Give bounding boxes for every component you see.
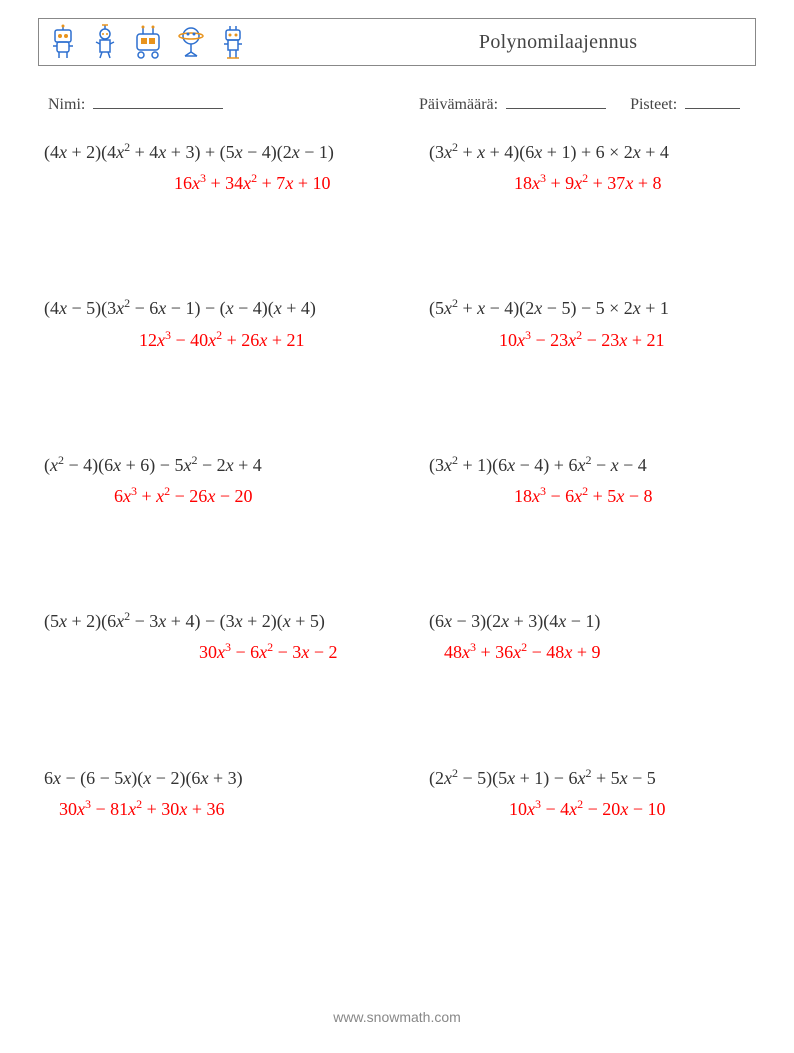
problems-grid: (4x + 2)(4x2 + 4x + 3) + (5x − 4)(2x − 1… (44, 140, 754, 922)
problem-answer: 16x3 + 34x2 + 7x + 10 (44, 171, 391, 196)
problem-answer: 18x3 + 9x2 + 37x + 8 (429, 171, 746, 196)
name-field: Nimi: (48, 92, 419, 114)
problem-answer: 18x3 − 6x2 + 5x − 8 (429, 484, 746, 509)
score-label: Pisteet: (630, 96, 677, 113)
problem-expression: (5x2 + x − 4)(2x − 5) − 5 × 2x + 1 (429, 296, 746, 321)
problem-cell: (4x + 2)(4x2 + 4x + 3) + (5x − 4)(2x − 1… (44, 140, 399, 196)
date-blank (506, 92, 606, 109)
problem-answer: 30x3 − 81x2 + 30x + 36 (44, 797, 391, 822)
robot-icon (175, 24, 207, 60)
problem-answer: 6x3 + x2 − 26x − 20 (44, 484, 391, 509)
problem-cell: (3x2 + x + 4)(6x + 1) + 6 × 2x + 4 18x3 +… (399, 140, 754, 196)
problem-expression: 6x − (6 − 5x)(x − 2)(6x + 3) (44, 766, 391, 791)
worksheet-page: Polynomilaajennus Nimi: Päivämäärä: Pist… (0, 0, 794, 1053)
problem-cell: (5x2 + x − 4)(2x − 5) − 5 × 2x + 1 10x3 −… (399, 296, 754, 352)
header-box: Polynomilaajennus (38, 18, 756, 66)
problem-cell: (3x2 + 1)(6x − 4) + 6x2 − x − 4 18x3 − 6x… (399, 453, 754, 509)
problem-expression: (4x − 5)(3x2 − 6x − 1) − (x − 4)(x + 4) (44, 296, 391, 321)
date-label: Päivämäärä: (419, 96, 498, 113)
problem-cell: (x2 − 4)(6x + 6) − 5x2 − 2x + 4 6x3 + x2 … (44, 453, 399, 509)
info-row: Nimi: Päivämäärä: Pisteet: (48, 92, 748, 114)
robot-icon (217, 24, 249, 60)
problem-expression: (4x + 2)(4x2 + 4x + 3) + (5x − 4)(2x − 1… (44, 140, 391, 165)
robot-icon (131, 24, 165, 60)
name-blank (93, 92, 223, 109)
spacer (606, 92, 630, 114)
footer-text: www.snowmath.com (0, 1009, 794, 1025)
problem-row: (x2 − 4)(6x + 6) − 5x2 − 2x + 4 6x3 + x2 … (44, 453, 754, 509)
problem-cell: 6x − (6 − 5x)(x − 2)(6x + 3) 30x3 − 81x2 … (44, 766, 399, 822)
robot-icons (39, 24, 249, 60)
problem-row: (4x + 2)(4x2 + 4x + 3) + (5x − 4)(2x − 1… (44, 140, 754, 196)
problem-expression: (5x + 2)(6x2 − 3x + 4) − (3x + 2)(x + 5) (44, 609, 391, 634)
problem-expression: (3x2 + 1)(6x − 4) + 6x2 − x − 4 (429, 453, 746, 478)
name-label: Nimi: (48, 96, 85, 113)
robot-icon (89, 24, 121, 60)
problem-cell: (6x − 3)(2x + 3)(4x − 1) 48x3 + 36x2 − 48… (399, 609, 754, 665)
problem-row: (5x + 2)(6x2 − 3x + 4) − (3x + 2)(x + 5)… (44, 609, 754, 665)
problem-expression: (3x2 + x + 4)(6x + 1) + 6 × 2x + 4 (429, 140, 746, 165)
problem-cell: (4x − 5)(3x2 − 6x − 1) − (x − 4)(x + 4) 1… (44, 296, 399, 352)
problem-answer: 12x3 − 40x2 + 26x + 21 (44, 328, 391, 353)
problem-answer: 48x3 + 36x2 − 48x + 9 (429, 640, 746, 665)
problem-expression: (2x2 − 5)(5x + 1) − 6x2 + 5x − 5 (429, 766, 746, 791)
problem-expression: (6x − 3)(2x + 3)(4x − 1) (429, 609, 746, 634)
problem-expression: (x2 − 4)(6x + 6) − 5x2 − 2x + 4 (44, 453, 391, 478)
problem-row: 6x − (6 − 5x)(x − 2)(6x + 3) 30x3 − 81x2 … (44, 766, 754, 822)
date-field: Päivämäärä: (419, 92, 606, 114)
problem-cell: (2x2 − 5)(5x + 1) − 6x2 + 5x − 5 10x3 − 4… (399, 766, 754, 822)
page-title: Polynomilaajennus (361, 31, 755, 54)
problem-cell: (5x + 2)(6x2 − 3x + 4) − (3x + 2)(x + 5)… (44, 609, 399, 665)
problem-answer: 10x3 − 23x2 − 23x + 21 (429, 328, 746, 353)
problem-answer: 10x3 − 4x2 − 20x − 10 (429, 797, 746, 822)
score-blank (685, 92, 740, 109)
problem-answer: 30x3 − 6x2 − 3x − 2 (44, 640, 391, 665)
robot-icon (47, 24, 79, 60)
score-field: Pisteet: (630, 92, 740, 114)
problem-row: (4x − 5)(3x2 − 6x − 1) − (x − 4)(x + 4) 1… (44, 296, 754, 352)
